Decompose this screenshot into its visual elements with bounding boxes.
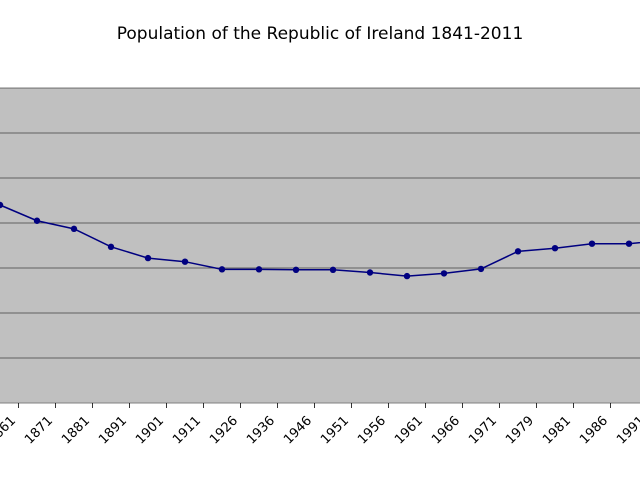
x-tick-label: 1991 [614,413,640,447]
x-tick-label: 1951 [318,413,352,447]
data-point [0,201,4,209]
x-tick-label: 1981 [540,413,574,447]
data-point [144,254,152,262]
x-tick-label: 1871 [22,413,56,447]
x-tick-label: 1936 [244,413,278,447]
x-axis [18,403,611,408]
data-point [255,266,263,273]
x-tick-label: 1861 [0,413,19,447]
data-point [33,217,41,224]
data-point [292,266,300,273]
x-tick-label: 1986 [577,413,611,447]
data-point [588,240,596,247]
x-tick-label: 1881 [59,413,93,447]
x-tick-label: 1966 [429,413,463,447]
gridlines [0,87,640,404]
x-tick-label: 1979 [503,413,537,447]
data-point [366,269,374,276]
data-point [477,265,485,273]
x-tick-labels: 1861 1871 1881 1891 1901 1911 1926 1936 1946 1951… [0,413,640,447]
data-point [218,266,226,273]
x-tick-label: 1926 [207,413,241,447]
x-tick-label: 1901 [133,413,167,447]
data-point [70,225,78,233]
chart-title: Population of the Republic of Ireland 18… [116,24,524,44]
data-point [551,245,559,252]
plot-area [0,88,640,403]
x-tick-label: 1946 [281,413,315,447]
data-point [329,266,337,273]
x-tick-label: 1956 [355,413,389,447]
x-tick-label: 1891 [96,413,130,447]
x-tick-label: 1961 [392,413,426,447]
data-point [403,272,411,280]
series-layer [0,201,640,280]
data-point [107,243,115,251]
data-point [625,240,633,247]
data-point [181,258,189,265]
x-tick-label: 1911 [170,413,204,447]
data-point [514,248,522,255]
x-tick-label: 1971 [466,413,500,447]
data-point [440,270,448,277]
